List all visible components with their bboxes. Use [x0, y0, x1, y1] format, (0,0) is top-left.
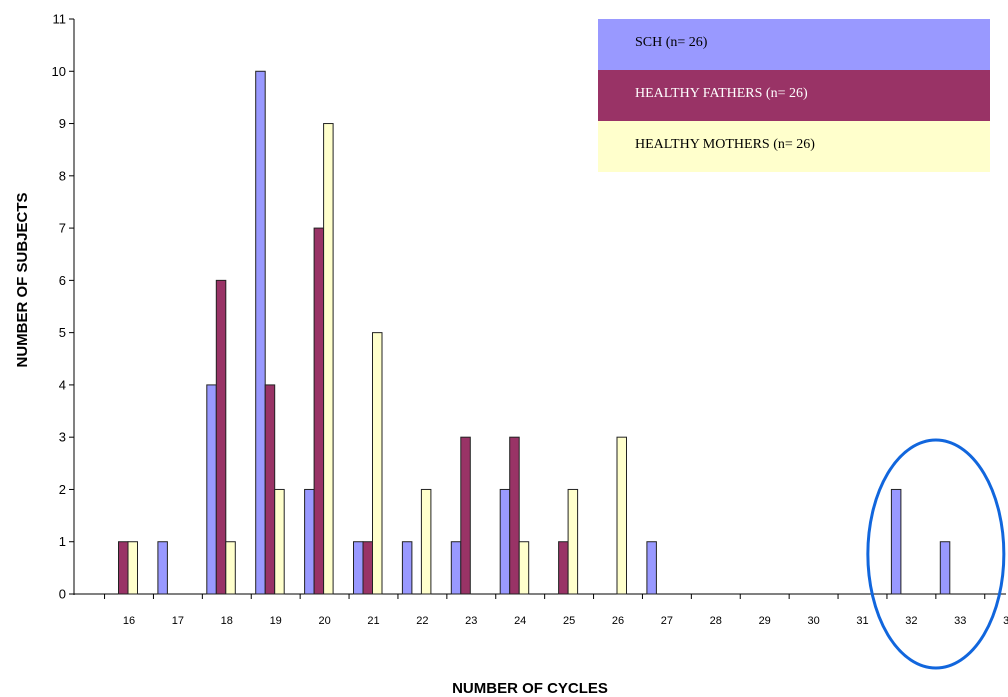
y-tick-label: 4	[59, 377, 66, 392]
x-tick-label: 25	[563, 615, 575, 627]
bar-sch-22	[401, 541, 413, 595]
x-tick-label: 22	[416, 615, 428, 627]
bar-sch-21	[353, 541, 364, 595]
x-axis-title: NUMBER OF CYCLES	[452, 680, 608, 697]
y-tick-label: 8	[59, 168, 66, 183]
bar-fathers-23	[460, 436, 471, 595]
y-tick-label: 6	[59, 273, 66, 288]
legend-label: SCH (n= 26)	[635, 35, 708, 50]
legend-label: HEALTHY FATHERS (n= 26)	[635, 86, 808, 101]
bar-sch-27	[646, 541, 657, 595]
y-tick-label: 9	[59, 116, 66, 131]
bar-sch-32	[890, 488, 902, 595]
annotation-ellipse	[866, 438, 1006, 670]
bar-mothers-24	[518, 541, 530, 595]
y-tick-label: 1	[59, 534, 66, 549]
y-tick-label: 0	[59, 587, 66, 602]
x-tick-label: 26	[612, 615, 624, 627]
bar-mothers-16	[127, 541, 138, 595]
bar-fathers-25	[558, 541, 569, 595]
x-tick-label: 20	[318, 615, 330, 627]
x-tick-label: 28	[710, 615, 722, 627]
bar-fathers-21	[362, 541, 373, 595]
bar-mothers-25	[567, 488, 579, 595]
y-tick-label: 2	[59, 482, 66, 497]
bar-sch-23	[450, 541, 462, 595]
x-tick-label: 16	[123, 615, 135, 627]
bar-sch-20	[304, 488, 315, 595]
x-tick-label: 34	[1003, 615, 1008, 627]
y-tick-label: 5	[59, 325, 66, 340]
y-tick-label: 11	[53, 12, 67, 27]
bar-mothers-26	[616, 436, 627, 595]
x-tick-label: 30	[807, 615, 819, 627]
x-tick-label: 19	[270, 615, 282, 627]
x-tick-label: 18	[221, 615, 233, 627]
x-tick-label: 29	[759, 615, 771, 627]
legend-label: HEALTHY MOTHERS (n= 26)	[635, 137, 815, 152]
bar-mothers-18	[225, 541, 236, 595]
x-tick-label: 23	[465, 615, 477, 627]
y-tick-label: 3	[59, 430, 66, 445]
bar-fathers-16	[118, 541, 129, 595]
y-tick-label: 7	[59, 221, 66, 236]
bar-fathers-19	[264, 384, 276, 595]
y-tick-label: 10	[52, 64, 66, 79]
bar-mothers-19	[274, 488, 285, 595]
bar-fathers-18	[215, 279, 227, 595]
x-tick-label: 27	[661, 615, 673, 627]
bar-sch-33	[939, 541, 951, 595]
bar-sch-24	[499, 488, 511, 595]
legend-swatch	[598, 70, 990, 121]
bar-sch-19	[255, 70, 266, 595]
legend-swatch	[598, 121, 990, 172]
bar-fathers-20	[313, 227, 325, 595]
x-tick-label: 31	[856, 615, 868, 627]
x-tick-label: 17	[172, 615, 184, 627]
bar-sch-17	[157, 541, 168, 595]
x-tick-label: 33	[954, 615, 966, 627]
x-tick-label: 32	[905, 615, 917, 627]
x-tick-label: 24	[514, 615, 526, 627]
bar-sch-18	[206, 384, 217, 595]
bar-mothers-22	[420, 488, 432, 595]
y-axis-title: NUMBER OF SUBJECTS	[14, 192, 31, 367]
bar-fathers-24	[509, 436, 520, 595]
legend-swatch	[598, 19, 990, 70]
bar-mothers-20	[323, 123, 334, 595]
bar-mothers-21	[372, 332, 383, 595]
x-tick-label: 21	[367, 615, 379, 627]
